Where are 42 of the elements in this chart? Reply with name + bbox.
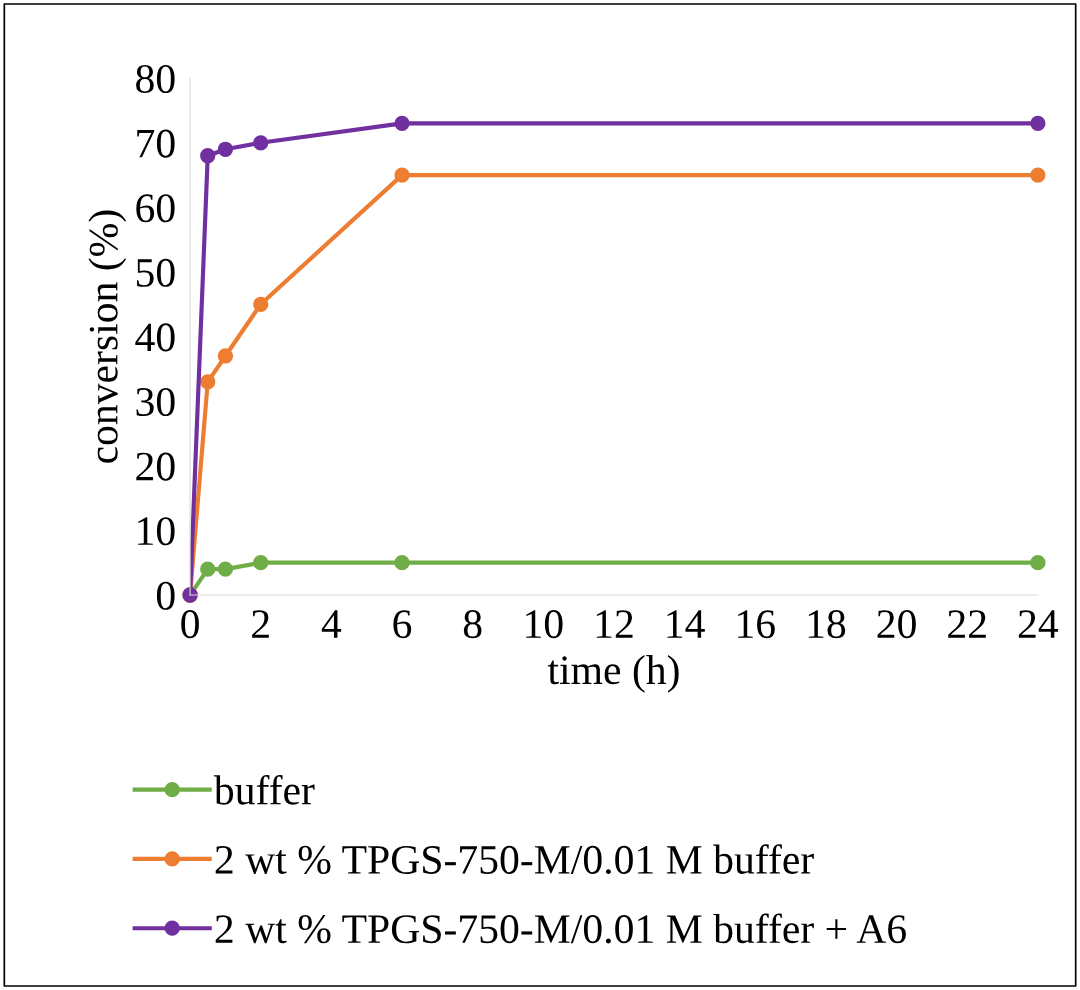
point [1030, 167, 1046, 183]
x-tick-label: 12 [596, 610, 633, 638]
x-tick-label: 6 [393, 610, 412, 639]
point [253, 555, 269, 571]
point [1030, 555, 1046, 571]
legend-label: 2 wt % TPGS-750-M/0.01 M buffer [215, 844, 814, 875]
x-tick-label: 2 [252, 610, 269, 638]
x-tick-label: 14 [667, 610, 705, 638]
y-tick-label: 50 [136, 258, 175, 287]
x-tick-label: 22 [948, 610, 986, 638]
x-tick-label: 24 [1018, 610, 1059, 638]
y-tick-label: 40 [135, 323, 175, 352]
point [217, 141, 234, 157]
point [200, 148, 216, 164]
y-tick-label: 20 [136, 452, 175, 481]
x-tick-label: 4 [321, 610, 342, 638]
x-tick-label: 20 [877, 610, 916, 639]
y-tick-label: 70 [137, 129, 175, 158]
point [200, 374, 216, 390]
x-tick-label: 18 [808, 610, 846, 639]
point [253, 296, 269, 312]
point [253, 135, 269, 151]
y-tick-label: 30 [136, 387, 175, 417]
y-tick-label: 60 [136, 194, 175, 223]
y-tick-label: 10 [138, 517, 175, 546]
y-tick-label: 80 [136, 64, 175, 94]
legend-label: 2 wt % TPGS-750-M/0.01 M buffer + A6 [215, 913, 906, 944]
x-axis-title: time (h) [547, 655, 679, 693]
point [200, 561, 216, 577]
point [394, 115, 410, 132]
point [394, 555, 410, 571]
point [217, 348, 234, 364]
legend-label: buffer [213, 774, 315, 805]
x-tick-label: 8 [463, 610, 482, 639]
point [394, 167, 410, 183]
y-axis-title: conversion (%) [88, 210, 127, 463]
x-tick-label: 16 [738, 610, 775, 639]
x-tick-label: 0 [181, 610, 199, 639]
point [217, 561, 234, 577]
x-tick-label: 10 [526, 610, 563, 639]
point [1030, 115, 1046, 132]
y-tick-label: 0 [156, 581, 175, 610]
